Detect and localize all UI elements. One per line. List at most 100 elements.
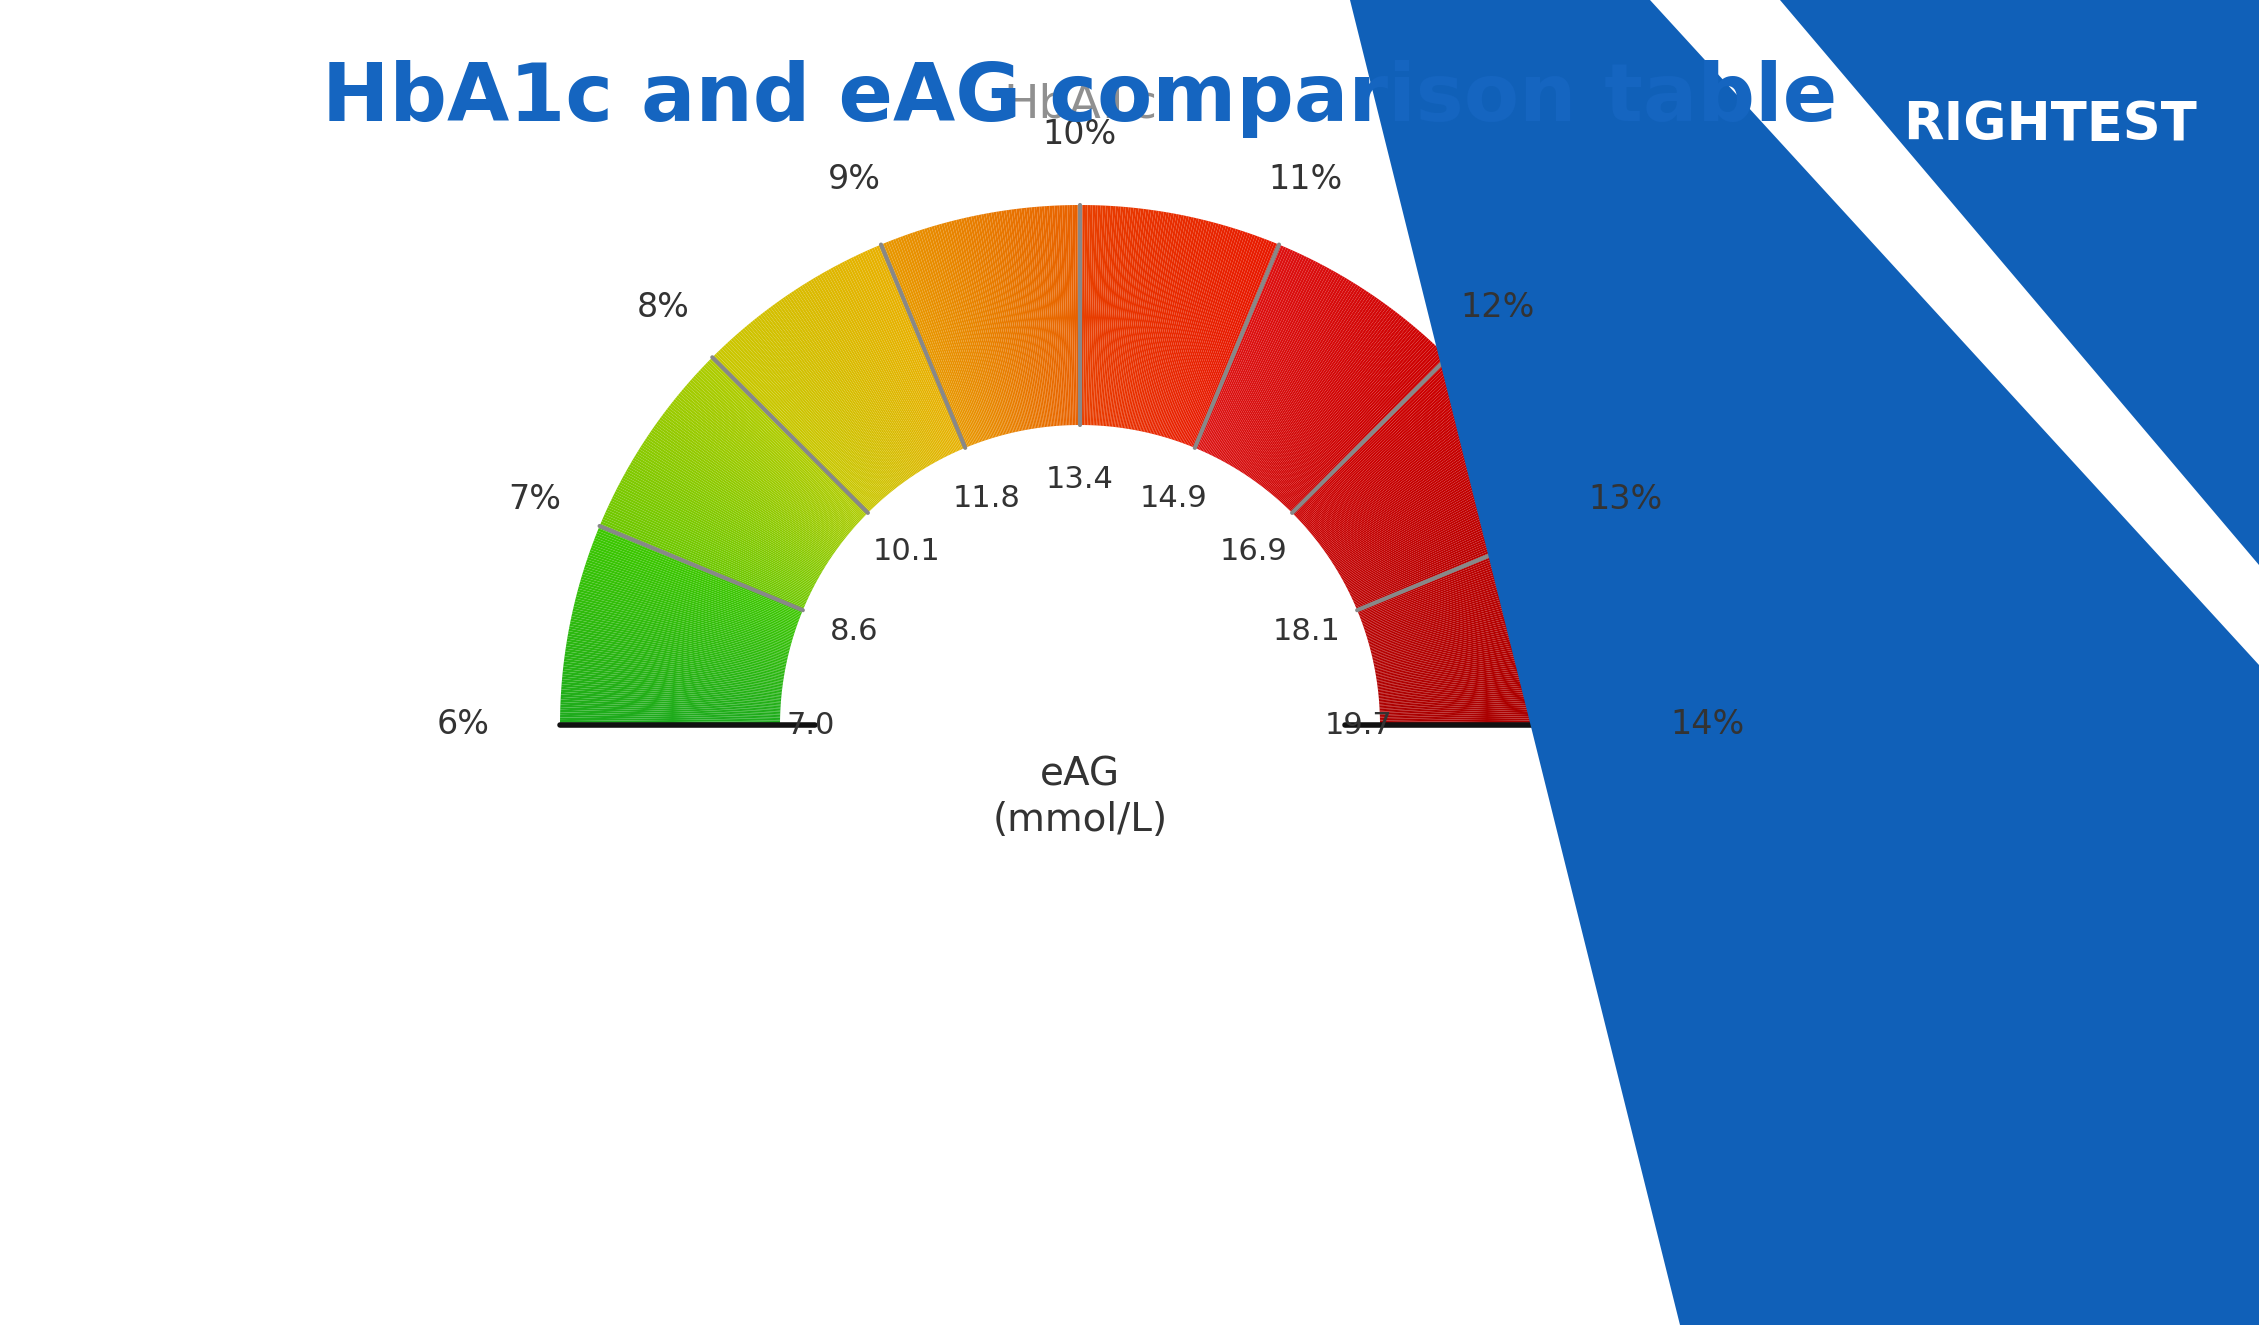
- Wedge shape: [1319, 409, 1495, 545]
- Wedge shape: [1378, 677, 1597, 698]
- Wedge shape: [906, 235, 980, 443]
- Wedge shape: [1373, 621, 1590, 666]
- Wedge shape: [768, 307, 901, 485]
- Wedge shape: [1380, 713, 1599, 719]
- Wedge shape: [1105, 207, 1125, 427]
- Wedge shape: [691, 378, 856, 526]
- Text: 11.8: 11.8: [953, 484, 1021, 513]
- Wedge shape: [1209, 256, 1308, 454]
- Wedge shape: [908, 233, 983, 443]
- Wedge shape: [926, 228, 994, 439]
- Wedge shape: [1200, 248, 1288, 450]
- Wedge shape: [940, 224, 1001, 436]
- Wedge shape: [752, 319, 892, 492]
- Wedge shape: [1378, 656, 1595, 686]
- Wedge shape: [1084, 205, 1091, 425]
- Wedge shape: [1186, 238, 1265, 445]
- Wedge shape: [897, 237, 976, 444]
- Wedge shape: [567, 636, 784, 676]
- Wedge shape: [1353, 510, 1554, 602]
- Wedge shape: [1236, 282, 1353, 470]
- Wedge shape: [899, 236, 978, 444]
- Wedge shape: [782, 298, 908, 480]
- Wedge shape: [949, 221, 1005, 435]
- Wedge shape: [1380, 722, 1599, 725]
- Wedge shape: [648, 435, 831, 558]
- Wedge shape: [766, 309, 899, 486]
- Wedge shape: [1168, 228, 1233, 439]
- Wedge shape: [1166, 227, 1231, 439]
- Wedge shape: [1369, 582, 1581, 644]
- Wedge shape: [773, 305, 904, 484]
- Wedge shape: [960, 219, 1012, 433]
- Wedge shape: [1204, 252, 1297, 453]
- Wedge shape: [1172, 229, 1240, 440]
- Wedge shape: [1369, 586, 1581, 647]
- Wedge shape: [666, 407, 843, 543]
- Wedge shape: [818, 276, 928, 466]
- Wedge shape: [1351, 505, 1552, 599]
- Wedge shape: [1373, 611, 1588, 661]
- Wedge shape: [1380, 702, 1599, 713]
- Wedge shape: [924, 228, 992, 439]
- Wedge shape: [1342, 470, 1534, 580]
- Wedge shape: [922, 229, 989, 439]
- Wedge shape: [1360, 541, 1568, 620]
- Wedge shape: [1285, 347, 1439, 507]
- Text: 13.4: 13.4: [1046, 465, 1114, 494]
- Wedge shape: [653, 428, 834, 555]
- Wedge shape: [574, 606, 788, 657]
- Wedge shape: [590, 550, 797, 625]
- Wedge shape: [1285, 344, 1437, 506]
- Wedge shape: [1315, 403, 1491, 541]
- Wedge shape: [1161, 224, 1222, 436]
- Wedge shape: [560, 686, 782, 705]
- Wedge shape: [967, 217, 1017, 432]
- Wedge shape: [578, 588, 791, 648]
- Wedge shape: [1136, 215, 1181, 431]
- Wedge shape: [1322, 415, 1500, 547]
- Wedge shape: [1301, 376, 1466, 525]
- Wedge shape: [1229, 274, 1342, 465]
- Wedge shape: [1046, 205, 1062, 425]
- Wedge shape: [1197, 245, 1283, 449]
- Wedge shape: [1346, 482, 1541, 586]
- Wedge shape: [1218, 262, 1322, 458]
- Wedge shape: [1358, 523, 1561, 611]
- Wedge shape: [1306, 383, 1473, 529]
- Wedge shape: [572, 611, 788, 661]
- Text: 10.1: 10.1: [872, 537, 940, 566]
- Wedge shape: [1127, 212, 1163, 429]
- Wedge shape: [562, 669, 782, 694]
- Wedge shape: [718, 350, 872, 510]
- Wedge shape: [696, 374, 858, 523]
- Wedge shape: [1254, 299, 1383, 481]
- Wedge shape: [971, 216, 1019, 432]
- Wedge shape: [1367, 567, 1577, 635]
- Wedge shape: [721, 347, 874, 507]
- Text: 16.9: 16.9: [1220, 537, 1288, 566]
- Wedge shape: [876, 245, 965, 449]
- Wedge shape: [705, 363, 865, 517]
- Wedge shape: [1202, 249, 1292, 452]
- Wedge shape: [732, 338, 879, 502]
- Wedge shape: [1371, 596, 1584, 652]
- Wedge shape: [1172, 231, 1242, 440]
- Wedge shape: [1206, 253, 1299, 453]
- Wedge shape: [635, 453, 825, 570]
- Wedge shape: [996, 212, 1032, 429]
- Wedge shape: [1195, 245, 1281, 448]
- Wedge shape: [1082, 205, 1084, 425]
- Wedge shape: [1373, 625, 1590, 669]
- Wedge shape: [1303, 378, 1468, 526]
- Wedge shape: [791, 292, 915, 476]
- Wedge shape: [721, 348, 874, 509]
- Wedge shape: [1279, 335, 1425, 501]
- Wedge shape: [1331, 439, 1516, 560]
- Wedge shape: [1301, 372, 1464, 522]
- Wedge shape: [1378, 653, 1595, 685]
- Wedge shape: [928, 227, 994, 439]
- Wedge shape: [1267, 319, 1407, 492]
- Wedge shape: [614, 489, 813, 590]
- Wedge shape: [1242, 288, 1362, 473]
